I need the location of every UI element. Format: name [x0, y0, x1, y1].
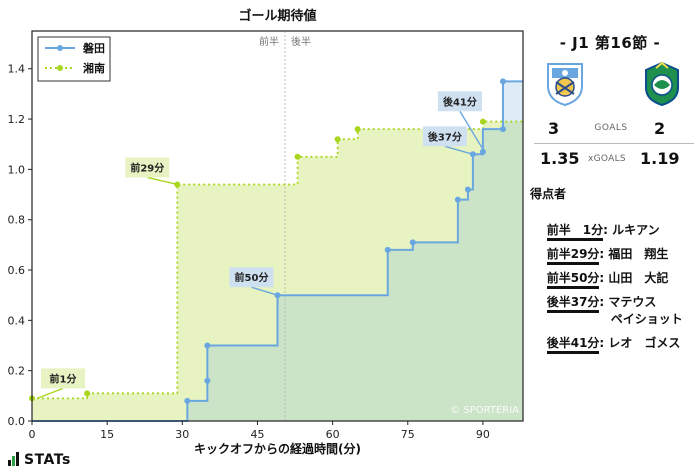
y-tick-label: 0.4: [8, 314, 26, 327]
xg-row: 1.35 xGOALS 1.19: [526, 149, 698, 171]
data-point-jubilo: [204, 377, 211, 384]
area-fill-jubilo: [32, 81, 523, 422]
scorers-title: 得点者: [530, 187, 567, 201]
y-tick-label: 0.8: [8, 214, 26, 227]
xg-label: xGOALS: [588, 154, 626, 164]
scorer-name: ルキアン: [612, 223, 660, 237]
scorer-row: 前半29分: 福田 翔生: [530, 233, 668, 279]
data-point-jubilo: [409, 239, 416, 246]
scorer-name: マテウス: [608, 295, 657, 309]
data-point-jubilo: [184, 397, 191, 404]
annotation-leader: [251, 286, 278, 296]
data-point-jubilo: [204, 342, 211, 349]
scorer-row: 後半41分: レオ ゴメス: [530, 322, 680, 368]
series-line-shonan: [32, 120, 523, 400]
y-tick-label: 1.0: [8, 163, 26, 176]
annotation-box: [125, 157, 170, 178]
legend-box: [37, 36, 111, 82]
y-tick-label: 1.4: [8, 63, 26, 76]
data-point-jubilo: [464, 186, 471, 193]
scorer-time: 前半50分: [546, 271, 600, 289]
x-tick-label: 60: [326, 428, 340, 441]
scorer-time: 後半41分: [546, 336, 600, 354]
y-tick-label: 1.2: [8, 113, 26, 126]
data-point-jubilo: [479, 148, 486, 155]
stats-logo-icon: [8, 452, 20, 466]
away-xg: 1.19: [640, 149, 680, 168]
data-point-shonan: [294, 153, 301, 160]
annotation-leader: [444, 145, 474, 155]
home-xg: 1.35: [540, 149, 580, 168]
legend-marker: [57, 45, 63, 51]
brand-text: STATs: [24, 452, 71, 468]
scorer-row: 後半37分: マテウス: [530, 281, 656, 327]
annotation-leader: [147, 176, 178, 186]
x-tick-label: 90: [476, 428, 490, 441]
match-title: - J1 第16節 -: [559, 34, 661, 52]
annotation-box: [41, 368, 86, 389]
data-point-jubilo: [499, 78, 506, 85]
scorer-name: 山田 大記: [608, 271, 669, 285]
scorer-row: 前半50分: 山田 大記: [530, 257, 668, 303]
x-tick-label: 15: [100, 428, 114, 441]
chart-title: ゴール期待値: [238, 8, 316, 24]
annotation-box: [229, 267, 274, 288]
data-point-jubilo: [384, 246, 391, 253]
scorer-time: 前半29分: [546, 247, 600, 265]
legend-marker: [57, 65, 63, 71]
x-tick-label: 75: [401, 428, 415, 441]
data-point-shonan: [84, 390, 91, 397]
x-axis-label: キックオフからの経過時間(分): [194, 441, 361, 456]
legend-label: 磐田: [83, 41, 105, 55]
data-point-shonan: [334, 136, 341, 143]
divider: [534, 143, 694, 144]
annotation-label: 前1分: [50, 372, 77, 385]
scorer-name-continued: ペイショット: [594, 298, 683, 341]
annotation-label: 後41分: [443, 95, 477, 108]
plot-frame: [31, 30, 524, 422]
scorer-row: 前半 1分: ルキアン: [530, 209, 660, 255]
jubilo-crest-icon: [547, 63, 583, 106]
data-point-jubilo: [454, 196, 461, 203]
scorer-name: 福田 翔生: [608, 247, 669, 261]
scorer-name: ペイショット: [610, 312, 683, 326]
y-tick-label: 0.2: [8, 365, 26, 378]
watermark: © SPORTERIA: [450, 405, 519, 416]
half-label-first: 前半: [259, 35, 279, 48]
data-point-jubilo: [499, 126, 506, 133]
data-point-shonan: [354, 126, 361, 133]
goals-label: GOALS: [594, 123, 628, 133]
area-fill-shonan: [32, 121, 523, 422]
annotation-label: 前29分: [130, 161, 164, 174]
x-tick-label: 45: [250, 428, 264, 441]
bellmare-crest-icon: [645, 61, 679, 106]
scorer-name: レオ ゴメス: [608, 336, 681, 350]
stats-logo: STATs: [8, 452, 71, 468]
scorer-time: 前半 1分: [546, 223, 604, 241]
legend-label: 湘南: [83, 61, 105, 75]
annotation-label: 前50分: [235, 271, 269, 284]
half-label-second: 後半: [291, 35, 311, 48]
home-score: 3: [548, 119, 560, 138]
y-tick-label: 0.0: [8, 415, 26, 428]
score-row: 3 GOALS 2: [526, 119, 694, 139]
away-score: 2: [654, 119, 666, 138]
scorer-time: 後半37分: [546, 295, 600, 313]
y-tick-label: 0.6: [8, 264, 26, 277]
x-tick-label: 0: [29, 428, 36, 441]
annotation-leader: [36, 387, 64, 400]
data-point-shonan: [479, 118, 486, 125]
annotation-box: [437, 91, 482, 112]
annotation-label: 後37分: [428, 130, 462, 143]
annotation-leader: [459, 110, 484, 150]
annotation-box: [422, 126, 467, 147]
x-tick-label: 30: [175, 428, 189, 441]
